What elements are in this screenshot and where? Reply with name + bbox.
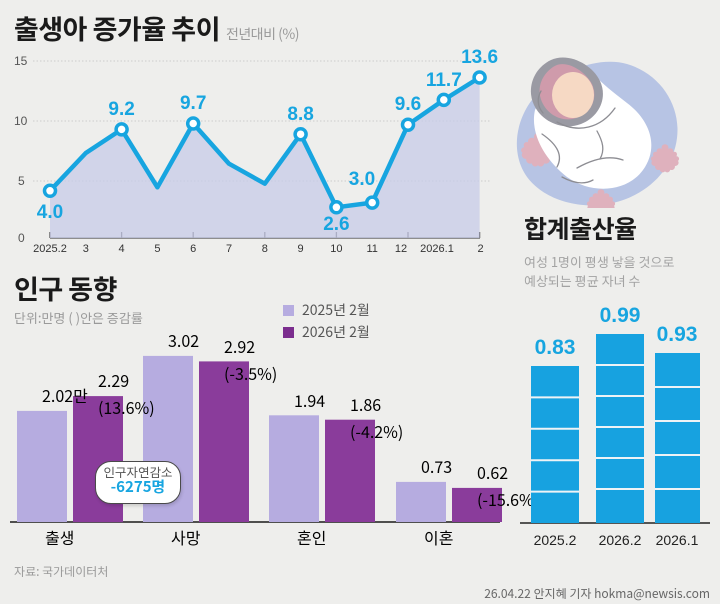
svg-text:5: 5 xyxy=(18,174,25,188)
svg-text:(-4.2%): (-4.2%) xyxy=(350,419,403,443)
svg-text:2026.2: 2026.2 xyxy=(599,532,642,548)
svg-text:2026.1: 2026.1 xyxy=(420,243,454,255)
svg-text:11: 11 xyxy=(366,243,377,255)
svg-text:0.93: 0.93 xyxy=(657,323,698,346)
svg-text:4.0: 4.0 xyxy=(37,202,63,223)
svg-text:3: 3 xyxy=(83,243,89,255)
svg-text:(-3.5%): (-3.5%) xyxy=(224,361,277,385)
svg-text:8.8: 8.8 xyxy=(287,104,313,125)
svg-text:5: 5 xyxy=(154,243,160,255)
svg-text:2025.2: 2025.2 xyxy=(33,243,67,255)
svg-text:9.6: 9.6 xyxy=(395,94,421,115)
svg-text:2025.2: 2025.2 xyxy=(534,532,577,548)
svg-text:4: 4 xyxy=(119,243,125,255)
svg-text:0: 0 xyxy=(18,231,25,245)
svg-text:9: 9 xyxy=(298,243,304,255)
svg-text:2.29: 2.29 xyxy=(98,368,129,392)
svg-text:10: 10 xyxy=(14,114,28,128)
svg-text:2.02만: 2.02만 xyxy=(42,383,88,407)
svg-text:(13.6%): (13.6%) xyxy=(98,395,155,419)
svg-text:2: 2 xyxy=(477,243,483,255)
svg-text:9.7: 9.7 xyxy=(180,93,206,114)
svg-text:0.73: 0.73 xyxy=(421,454,452,478)
svg-text:10: 10 xyxy=(330,243,342,255)
svg-text:11.7: 11.7 xyxy=(426,70,462,91)
svg-text:13.6: 13.6 xyxy=(461,47,498,68)
svg-text:이혼: 이혼 xyxy=(424,525,453,549)
svg-text:0.99: 0.99 xyxy=(600,304,641,327)
svg-text:9.2: 9.2 xyxy=(108,99,134,120)
svg-text:2026.1: 2026.1 xyxy=(656,532,699,548)
svg-text:3.02: 3.02 xyxy=(168,328,199,352)
svg-text:출생: 출생 xyxy=(45,525,74,549)
svg-text:6: 6 xyxy=(190,243,196,255)
svg-text:7: 7 xyxy=(226,243,232,255)
svg-text:0.83: 0.83 xyxy=(535,336,576,359)
svg-text:사망: 사망 xyxy=(171,525,201,549)
svg-text:12: 12 xyxy=(395,243,407,255)
svg-text:3.0: 3.0 xyxy=(349,169,375,190)
svg-text:2.92: 2.92 xyxy=(224,334,255,358)
svg-text:2.6: 2.6 xyxy=(323,214,349,235)
svg-text:15: 15 xyxy=(14,54,28,68)
svg-text:1.86: 1.86 xyxy=(350,392,381,416)
svg-text:혼인: 혼인 xyxy=(297,525,326,549)
svg-text:1.94: 1.94 xyxy=(294,388,325,412)
svg-text:8: 8 xyxy=(262,243,268,255)
